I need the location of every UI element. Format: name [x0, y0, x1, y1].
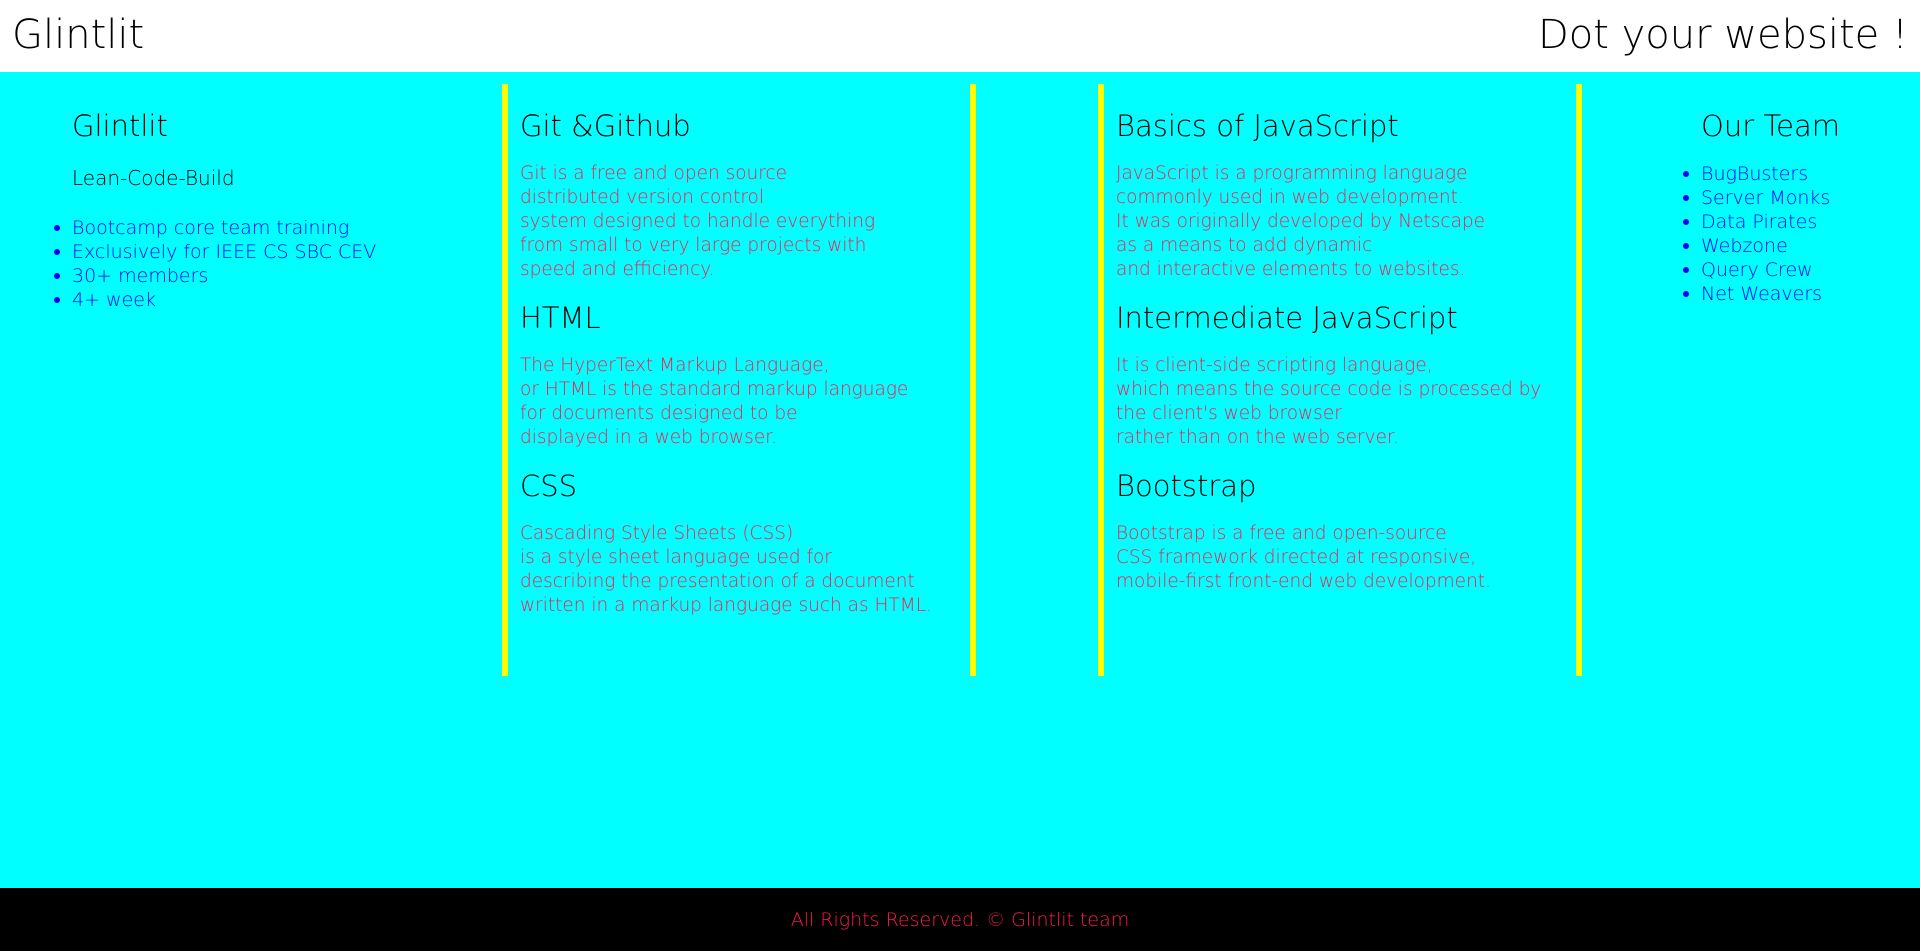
team-item[interactable]: Net Weavers [1683, 282, 1920, 306]
footer-copyright: All Rights Reserved. © Glintlit team [790, 909, 1130, 931]
topic-title: Git &Github [520, 109, 691, 143]
topic-bootstrap: Bootstrap Bootstrap is a free and open-s… [1116, 468, 1576, 594]
topics-column-b: Basics of JavaScript JavaScript is a pro… [1098, 84, 1582, 676]
topic-title: Basics of JavaScript [1116, 109, 1399, 143]
topic-description: Cascading Style Sheets (CSS) is a style … [520, 523, 932, 616]
topics-column-a: Git &Github Git is a free and open sourc… [502, 84, 976, 676]
topic-title: HTML [520, 301, 601, 335]
topic-description: JavaScript is a programming language com… [1116, 163, 1486, 280]
site-brand[interactable]: Glintlit [12, 12, 145, 58]
topic-js-basics: Basics of JavaScript JavaScript is a pro… [1116, 108, 1576, 282]
topic-description: Bootstrap is a free and open-source CSS … [1116, 523, 1491, 592]
about-list: Bootcamp core team training Exclusively … [54, 216, 472, 312]
team-item[interactable]: Query Crew [1683, 258, 1920, 282]
team-item[interactable]: Data Pirates [1683, 210, 1920, 234]
main-content: Glintlit Lean-Code-Build Bootcamp core t… [0, 72, 1920, 888]
topic-title: Bootstrap [1116, 469, 1257, 503]
team-item[interactable]: Webzone [1683, 234, 1920, 258]
list-item: Bootcamp core team training [54, 216, 472, 240]
topic-js-intermediate: Intermediate JavaScript It is client-sid… [1116, 300, 1576, 450]
site-header: Glintlit Dot your website ! [0, 0, 1920, 72]
team-item[interactable]: BugBusters [1683, 162, 1920, 186]
topic-description: It is client-side scripting language, wh… [1116, 355, 1542, 448]
list-item: 30+ members [54, 264, 472, 288]
topic-html: HTML The HyperText Markup Language, or H… [520, 300, 970, 450]
site-tagline: Dot your website ! [1537, 12, 1908, 58]
team-list: BugBusters Server Monks Data Pirates Web… [1683, 162, 1920, 306]
team-item[interactable]: Server Monks [1683, 186, 1920, 210]
topic-css: CSS Cascading Style Sheets (CSS) is a st… [520, 468, 970, 618]
site-footer: All Rights Reserved. © Glintlit team [0, 888, 1920, 951]
topic-title: CSS [520, 469, 578, 503]
about-subtitle: Lean-Code-Build [72, 166, 235, 190]
list-item: 4+ week [54, 288, 472, 312]
team-title: Our Team [1701, 109, 1840, 143]
team-column: Our Team BugBusters Server Monks Data Pi… [1683, 84, 1920, 676]
topic-git: Git &Github Git is a free and open sourc… [520, 108, 970, 282]
topic-description: The HyperText Markup Language, or HTML i… [520, 355, 909, 448]
about-title: Glintlit [72, 109, 168, 143]
topic-description: Git is a free and open source distribute… [520, 163, 876, 280]
about-column: Glintlit Lean-Code-Build Bootcamp core t… [54, 84, 472, 676]
topic-title: Intermediate JavaScript [1116, 301, 1458, 335]
list-item: Exclusively for IEEE CS SBC CEV [54, 240, 472, 264]
